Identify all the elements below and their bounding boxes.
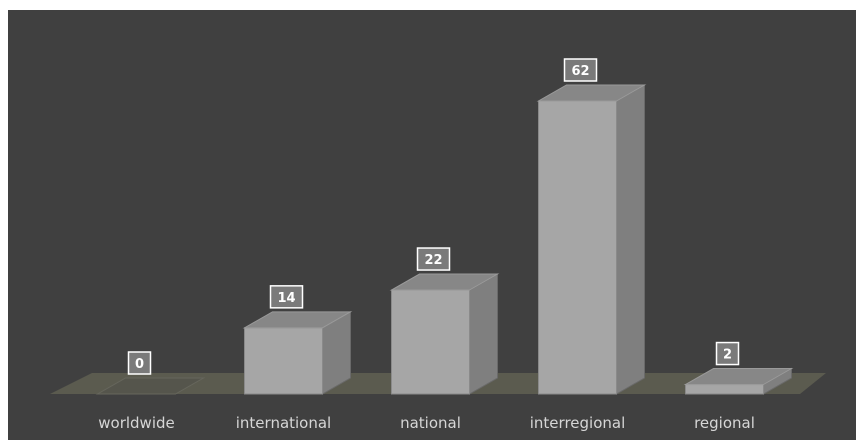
- x-tick-label-interregional: interregional: [530, 414, 626, 432]
- bar-top-worldwide: [95, 377, 206, 395]
- bar-top-international: [242, 311, 353, 329]
- x-tick-label-national: national: [400, 414, 461, 432]
- data-label-regional: 2: [723, 348, 732, 363]
- data-label-international: 14: [277, 291, 295, 306]
- bar-international: [242, 310, 353, 395]
- x-axis-tick-labels: worldwide international national interregio…: [98, 414, 755, 432]
- bar-front-national: [391, 289, 470, 395]
- x-tick-label-regional: regional: [694, 414, 755, 432]
- bar-side-national: [469, 273, 498, 395]
- x-tick-label-worldwide: worldwide: [98, 414, 175, 432]
- bar-front-international: [244, 327, 323, 395]
- bar-interregional: [536, 84, 647, 395]
- data-labels-group: 0 14 22 62 2: [127, 58, 740, 375]
- data-label-worldwide: 0: [135, 357, 144, 372]
- bar-regional: [683, 367, 794, 395]
- data-label-box-national: [416, 247, 451, 271]
- bar-top-regional: [683, 368, 794, 386]
- bars-group: [95, 84, 794, 395]
- bar-front-regional: [685, 384, 764, 395]
- data-label-box-regional: [715, 341, 740, 366]
- bar-front-interregional: [538, 100, 617, 395]
- data-label-box-interregional: [563, 58, 598, 82]
- data-label-box-international: [269, 285, 304, 309]
- bar-top-national: [389, 273, 500, 291]
- bar-national: [389, 273, 500, 395]
- bar-top-interregional: [536, 84, 647, 102]
- data-label-national: 22: [424, 253, 442, 268]
- bar-side-interregional: [616, 84, 645, 395]
- data-label-box-worldwide: [127, 351, 152, 375]
- bar-worldwide: [95, 377, 206, 395]
- x-tick-label-international: international: [236, 414, 331, 432]
- data-label-interregional: 62: [571, 64, 589, 79]
